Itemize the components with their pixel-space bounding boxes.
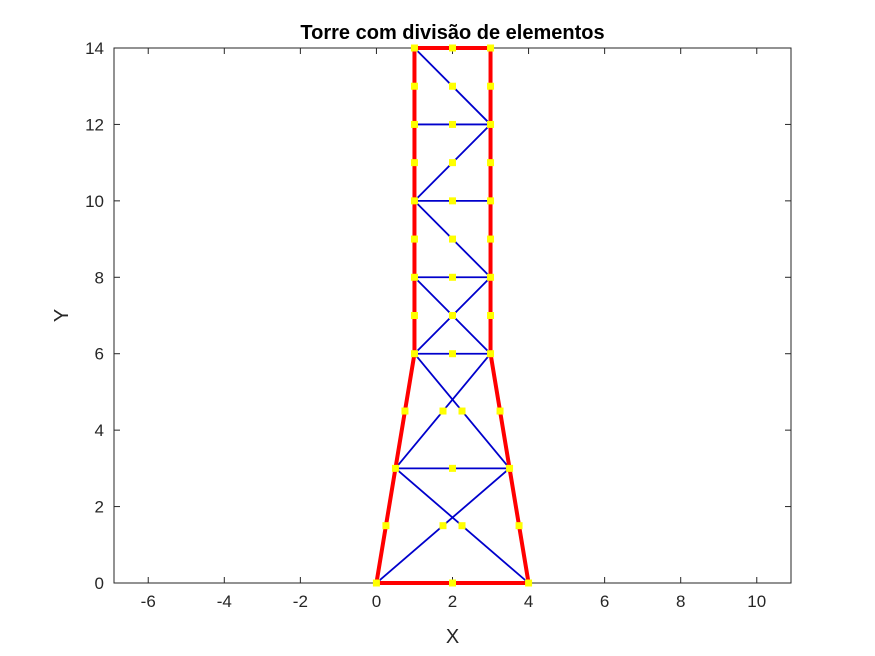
division-point <box>382 522 390 530</box>
division-point <box>449 350 456 358</box>
division-point <box>372 579 380 587</box>
division-point <box>449 235 456 243</box>
division-point <box>449 159 456 167</box>
division-point <box>439 522 447 530</box>
division-point <box>410 197 418 205</box>
x-tick-label: 4 <box>524 592 533 611</box>
division-point <box>410 235 418 243</box>
y-tick-label: 10 <box>85 192 104 211</box>
x-tick-label: -2 <box>293 592 308 611</box>
division-point <box>410 273 418 281</box>
division-point <box>458 407 466 415</box>
y-tick-label: 8 <box>95 268 104 287</box>
y-tick-label: 14 <box>85 39 104 58</box>
division-point <box>410 312 418 319</box>
division-point <box>487 235 495 243</box>
division-point <box>506 464 514 472</box>
division-point <box>449 579 456 587</box>
division-point <box>487 44 495 52</box>
division-point <box>449 82 456 90</box>
division-point <box>487 159 495 167</box>
chart-title: Torre com divisão de elementos <box>300 22 604 44</box>
division-point <box>487 312 495 319</box>
y-tick-label: 6 <box>95 345 104 364</box>
division-point <box>487 120 495 128</box>
division-point <box>439 407 447 415</box>
x-tick-label: 6 <box>600 592 609 611</box>
axis-labels: -6 -4 -2 0 2 4 6 8 10 0 2 4 6 8 10 12 14 <box>85 39 766 611</box>
division-point <box>391 464 399 472</box>
division-point <box>496 407 504 415</box>
x-tick-label: 2 <box>448 592 457 611</box>
x-tick-label: -4 <box>217 592 232 611</box>
division-point <box>410 159 418 167</box>
division-point <box>449 44 456 52</box>
division-point <box>487 197 495 205</box>
division-point <box>410 350 418 358</box>
x-tick-label: -6 <box>141 592 156 611</box>
y-tick-label: 12 <box>85 115 104 134</box>
y-tick-label: 0 <box>95 574 104 593</box>
division-point <box>410 44 418 52</box>
division-point <box>449 120 456 128</box>
division-point <box>458 522 466 530</box>
x-tick-label: 10 <box>747 592 766 611</box>
division-point <box>449 273 456 281</box>
division-point <box>515 522 523 530</box>
division-points <box>372 44 533 587</box>
y-tick-label: 4 <box>95 421 104 440</box>
division-point <box>410 120 418 128</box>
division-point <box>449 197 456 205</box>
division-point <box>487 273 495 281</box>
plot-area <box>113 44 792 587</box>
y-axis-label: Y <box>51 309 73 322</box>
y-tick-label: 2 <box>95 498 104 517</box>
division-point <box>487 350 495 358</box>
division-point <box>410 82 418 90</box>
division-point <box>525 579 533 587</box>
division-point <box>401 407 409 415</box>
division-point <box>449 464 456 472</box>
division-point <box>487 82 495 90</box>
x-axis-label: X <box>446 626 459 648</box>
division-point <box>449 312 456 319</box>
x-tick-label: 8 <box>676 592 685 611</box>
x-tick-label: 0 <box>372 592 381 611</box>
